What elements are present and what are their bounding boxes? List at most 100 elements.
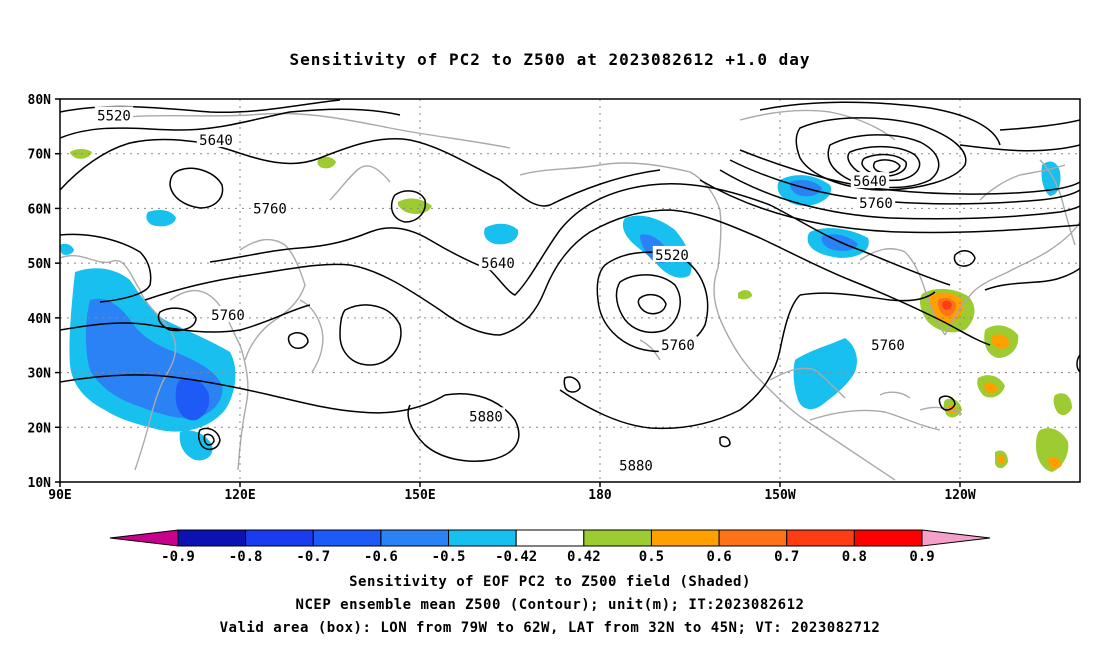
z500-contour — [729, 159, 1080, 205]
colorbar-swatch — [245, 529, 314, 547]
sensitivity-region — [984, 382, 998, 393]
z500-contour — [339, 304, 402, 366]
footer-line-3: Valid area (box): LON from 79W to 62W, L… — [219, 620, 881, 636]
z500-contour — [390, 190, 426, 223]
colorbar-tick-label: 0.9 — [909, 549, 934, 565]
z500-contour — [699, 179, 1080, 234]
z500-contour — [872, 159, 901, 174]
contour-label-bg — [850, 172, 890, 189]
z500-contour — [795, 117, 967, 191]
coastline — [944, 221, 1080, 336]
colorbar-swatch — [853, 529, 923, 547]
z500-contour — [60, 108, 401, 139]
sensitivity-region — [1053, 393, 1072, 416]
contour-label-bg — [196, 131, 236, 148]
z500-contour — [563, 376, 581, 393]
z500-contour — [953, 250, 976, 267]
z500-contour — [157, 307, 197, 332]
coastline — [769, 367, 846, 399]
figure-title: Sensitivity of PC2 to Z500 at 2023082612… — [289, 50, 811, 69]
contour-label: 5880 — [619, 459, 653, 475]
colorbar-tick-label: 0.42 — [567, 549, 601, 565]
colorbar-tick-label: -0.7 — [296, 549, 330, 565]
colorbar-tick-label: 0.5 — [639, 549, 664, 565]
contour-label-bg — [94, 106, 134, 123]
z500-contour — [637, 293, 667, 315]
z500-contour-layer — [60, 99, 1080, 462]
coastline — [879, 391, 911, 399]
colorbar-swatch — [380, 529, 450, 547]
map-background — [60, 99, 1080, 482]
z500-contour — [799, 291, 936, 302]
lat-tick-label: 10N — [28, 476, 52, 491]
contour-label: 5760 — [871, 338, 905, 354]
z500-contour — [827, 134, 940, 189]
z500-contour — [847, 145, 921, 182]
lat-tick-label: 60N — [28, 202, 52, 217]
coastline — [1039, 159, 1076, 246]
colorbar-tick-label: -0.9 — [161, 549, 195, 565]
lat-tick-label: 20N — [28, 421, 52, 436]
colorbar-swatch — [583, 529, 652, 547]
z500-contour — [719, 436, 731, 448]
colorbar-tick-label: -0.42 — [495, 549, 537, 565]
colorbar-tick-label: 0.6 — [706, 549, 731, 565]
z500-contour — [719, 169, 1080, 220]
footer-line-2: NCEP ensemble mean Z500 (Contour); unit(… — [295, 597, 805, 613]
colorbar-swatch — [515, 529, 585, 547]
coastline — [859, 248, 946, 336]
lat-tick-label: 30N — [28, 367, 52, 382]
lon-tick-label: 150W — [764, 488, 795, 503]
lon-tick-label: 120E — [224, 488, 255, 503]
contour-label: 5880 — [469, 409, 503, 425]
coastline — [639, 339, 661, 361]
colorbar-high-extend — [921, 529, 991, 547]
z500-contour — [999, 119, 1080, 131]
z500-contour — [407, 393, 520, 462]
contour-label: 5760 — [859, 196, 893, 212]
contour-label: 5760 — [211, 308, 245, 324]
coastline — [329, 165, 391, 201]
coastline — [239, 238, 306, 361]
colorbar-swatch — [177, 529, 247, 547]
sensitivity-region — [175, 378, 210, 421]
contour-label-bg — [250, 199, 290, 216]
footer-line-1: Sensitivity of EOF PC2 to Z500 field (Sh… — [349, 574, 751, 590]
map-frame — [59, 98, 1081, 483]
contour-label-bg — [208, 306, 248, 323]
contour-label-bg — [868, 336, 908, 353]
colorbar: -0.9 -0.8 -0.7 -0.6 -0.5 -0.42 0.42 0.5 0.6 0.7 0.… — [109, 529, 991, 565]
z500-contour — [938, 395, 956, 411]
lat-tick-label: 40N — [28, 312, 52, 327]
lat-tick-label: 70N — [28, 148, 52, 163]
z500-contour — [739, 149, 1080, 195]
z500-contour — [60, 138, 661, 207]
sensitivity-region — [793, 338, 857, 410]
colorbar-tick-label: 0.8 — [842, 549, 867, 565]
colorbar-low-extend — [109, 529, 179, 547]
lon-tick-label: 150E — [404, 488, 435, 503]
sensitivity-region — [991, 334, 1010, 349]
contour-label: 5640 — [199, 133, 233, 149]
z500-contour — [169, 167, 224, 209]
contour-label: 5760 — [253, 201, 287, 217]
z500-contour — [615, 274, 681, 334]
contour-label: 5520 — [655, 248, 689, 264]
contour-label-bg — [658, 336, 698, 353]
contour-label: 5520 — [97, 108, 131, 124]
contour-label-bg — [466, 407, 506, 424]
sensitivity-region — [146, 210, 176, 227]
sensitivity-region — [998, 455, 1005, 464]
z500-contour — [959, 144, 1080, 152]
sensitivity-region — [942, 300, 952, 310]
z500-contour — [60, 374, 446, 414]
contour-label-bg — [856, 193, 896, 210]
sensitivity-region — [1048, 456, 1062, 469]
lon-tick-label: 90E — [48, 488, 71, 503]
colorbar-swatch — [650, 529, 720, 547]
coastline — [979, 164, 1066, 201]
z500-contour — [60, 233, 152, 303]
sensitivity-region — [484, 223, 519, 245]
contour-label-bg — [652, 245, 692, 262]
